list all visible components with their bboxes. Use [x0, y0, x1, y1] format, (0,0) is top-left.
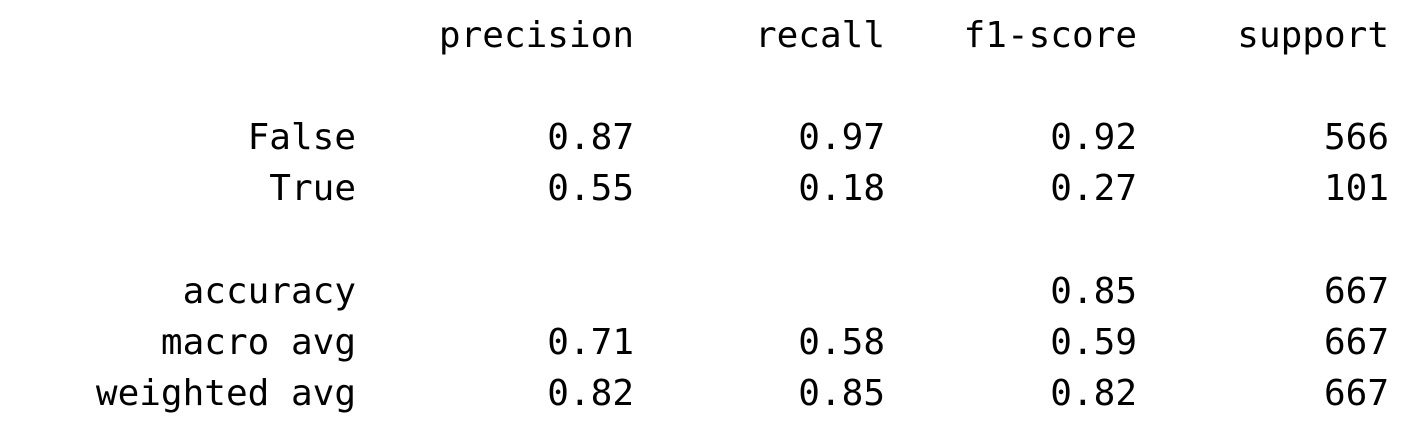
- weighted-avg-f1-score: 0.82: [1050, 373, 1137, 414]
- macro-avg-support: 667: [1323, 322, 1389, 363]
- true-f1-score: 0.27: [1050, 168, 1137, 209]
- header-precision: precision: [438, 15, 634, 56]
- header-recall: recall: [754, 15, 885, 56]
- true-recall: 0.18: [798, 168, 885, 209]
- header-f1-score: f1-score: [963, 15, 1137, 56]
- row-label-weighted-avg: weighted avg: [95, 373, 356, 414]
- accuracy-support: 667: [1323, 271, 1389, 312]
- accuracy-f1-score: 0.85: [1050, 271, 1137, 312]
- macro-avg-recall: 0.58: [798, 322, 885, 363]
- header-support: support: [1237, 15, 1389, 56]
- false-recall: 0.97: [798, 117, 885, 158]
- row-label-accuracy: accuracy: [182, 271, 356, 312]
- true-precision: 0.55: [547, 168, 634, 209]
- row-label-false: False: [247, 117, 356, 158]
- true-support: 101: [1323, 168, 1389, 209]
- weighted-avg-recall: 0.85: [798, 373, 885, 414]
- false-precision: 0.87: [547, 117, 634, 158]
- macro-avg-f1-score: 0.59: [1050, 322, 1137, 363]
- weighted-avg-precision: 0.82: [547, 373, 634, 414]
- weighted-avg-support: 667: [1323, 373, 1389, 414]
- false-f1-score: 0.92: [1050, 117, 1137, 158]
- row-label-macro-avg: macro avg: [160, 322, 356, 363]
- row-label-true: True: [269, 168, 356, 209]
- macro-avg-precision: 0.71: [547, 322, 634, 363]
- false-support: 566: [1323, 117, 1389, 158]
